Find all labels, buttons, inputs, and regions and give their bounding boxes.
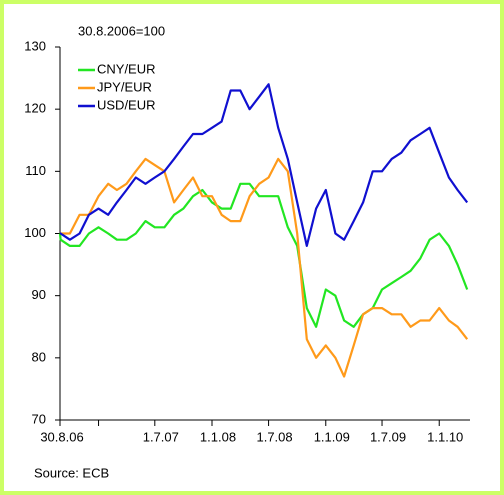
legend-label: CNY/EUR	[97, 61, 156, 76]
y-tick-label: 70	[32, 411, 46, 426]
x-tick-label: 1.7.07	[143, 429, 179, 444]
series-line	[59, 83, 469, 247]
y-tick-label: 100	[24, 225, 46, 240]
series-line	[59, 157, 469, 378]
x-tick-label: 1.1.09	[314, 429, 350, 444]
y-tick-label: 90	[32, 287, 46, 302]
legend-label: USD/EUR	[97, 97, 156, 112]
source-note: Source: ECB	[34, 465, 109, 480]
x-tick-label: 1.7.08	[256, 429, 292, 444]
y-tick-label: 80	[32, 349, 46, 364]
y-tick-label: 110	[25, 163, 46, 178]
x-tick-label: 1.7.09	[370, 429, 406, 444]
y-tick-label: 130	[24, 38, 46, 53]
chart-subtitle: 30.8.2006=100	[78, 23, 165, 38]
legend-label: JPY/EUR	[97, 79, 152, 94]
x-tick-label: 30.8.06	[40, 429, 83, 444]
x-tick-label: 1.1.10	[427, 429, 463, 444]
y-tick-label: 120	[24, 101, 46, 116]
x-tick-label: 1.1.08	[200, 429, 236, 444]
series-line	[58, 182, 469, 328]
